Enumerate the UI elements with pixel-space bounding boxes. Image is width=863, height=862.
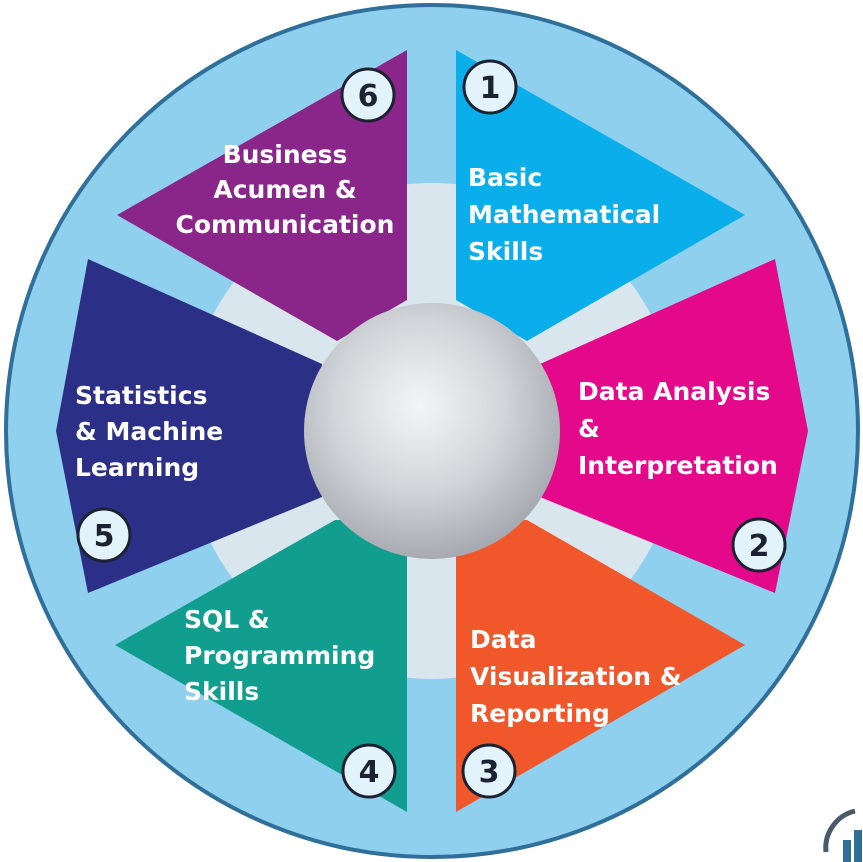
number-badge-circle [731,517,787,573]
number-badge-1: 1 [462,59,518,115]
number-badge-circle [341,743,397,799]
corner-logo-icon [823,808,862,862]
number-badge-circle [76,507,132,563]
number-badge-text: 1 [480,71,501,106]
segment-5 [56,259,322,593]
number-badge-text: 5 [94,519,115,554]
segment-label-line: Skills [184,677,259,706]
segment-label-5: Statistics & Machine Learning [75,381,223,482]
segment-label-line: Learning [75,453,199,482]
segment-label-line: Visualization & [470,662,682,691]
segment-label-6: Business Acumen & Communication [176,140,395,239]
number-badge-4: 4 [341,743,397,799]
number-badge-text: 4 [359,755,380,790]
number-badge-text: 6 [358,79,379,114]
number-badge-circle [461,743,517,799]
segment-label-line: Interpretation [578,451,778,480]
segment-label-line: Statistics [75,381,207,410]
number-badge-text: 3 [479,755,500,790]
segment-6 [117,50,407,341]
segment-label-line: Business [223,140,348,169]
segment-label-line: Communication [176,210,395,239]
segment-1 [456,50,745,341]
segment-label-line: Reporting [470,699,610,728]
number-badge-circle [462,59,518,115]
segment-3 [456,520,745,812]
segment-label-2: Data Analysis & Interpretation [578,377,778,480]
segment-label-line: & Machine [75,417,223,446]
segment-label-line: & [578,414,600,443]
segment-label-line: Acumen & [213,175,356,204]
number-badge-3: 3 [461,743,517,799]
number-badge-6: 6 [340,67,396,123]
number-badge-2: 2 [731,517,787,573]
segment-label-line: Basic [468,163,542,192]
segment-label-1: Basic Mathematical Skills [468,163,660,266]
segment-label-4: SQL & Programming Skills [184,605,375,706]
segment-label-line: SQL & [184,605,270,634]
segment-label-3: Data Visualization & Reporting [470,625,682,728]
segment-4 [115,520,407,812]
number-badge-5: 5 [76,507,132,563]
segment-label-line: Data [470,625,536,654]
number-badge-text: 2 [749,529,770,564]
center-hub [304,303,560,559]
segment-label-line: Programming [184,641,375,670]
number-badge-circle [340,67,396,123]
segment-label-line: Data Analysis [578,377,770,406]
segment-2 [540,259,808,593]
segment-label-line: Skills [468,237,543,266]
segment-label-line: Mathematical [468,200,660,229]
